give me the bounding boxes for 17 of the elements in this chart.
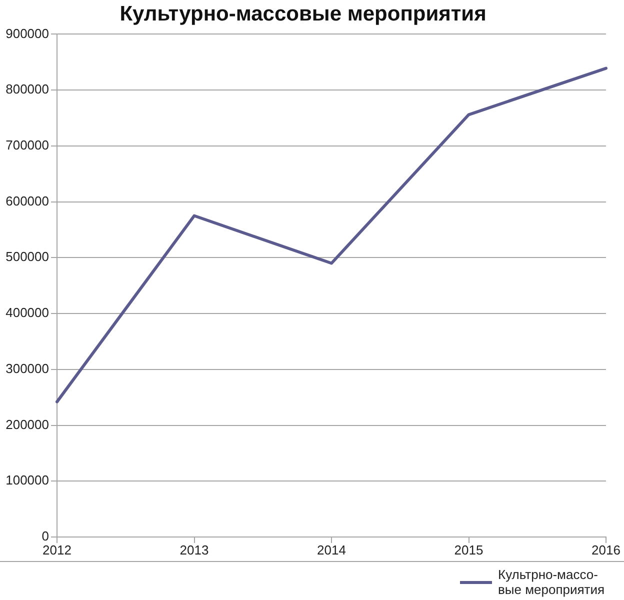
y-tick-label: 0: [42, 528, 49, 544]
y-tick-label: 700000: [6, 138, 49, 153]
chart-title: Культурно-массовые мероприятия: [120, 2, 486, 26]
x-tick-label: 2015: [454, 542, 484, 558]
x-tick-label: 2016: [592, 542, 620, 558]
legend-label: Культрно-массо-вые мероприятия: [498, 567, 606, 597]
y-tick-label: 200000: [6, 416, 49, 432]
x-tick-label: 2014: [317, 542, 346, 558]
x-tick-label: 2012: [42, 542, 72, 558]
y-tick-label: 500000: [6, 249, 49, 264]
y-tick-label: 400000: [6, 305, 49, 320]
y-tick-label: 900000: [6, 26, 49, 41]
y-tick-label: 800000: [6, 82, 49, 97]
y-tick-label: 100000: [6, 472, 49, 488]
x-tick-label: 2013: [180, 542, 209, 558]
y-tick-label: 600000: [6, 193, 49, 208]
y-tick-label: 300000: [6, 360, 49, 376]
